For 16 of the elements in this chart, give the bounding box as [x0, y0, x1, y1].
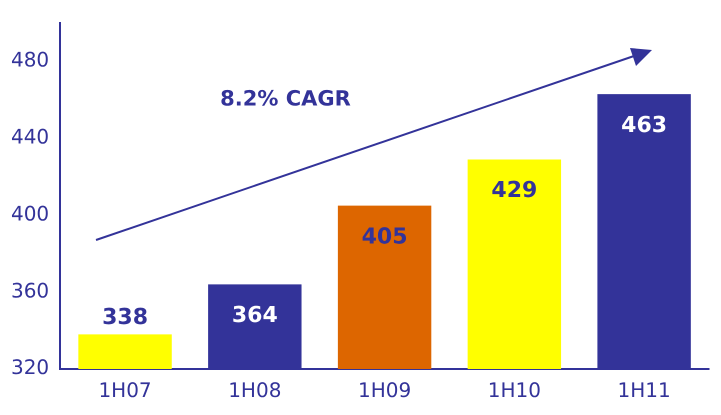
x-tick-label: 1H09: [358, 378, 412, 402]
data-label: 405: [362, 224, 408, 250]
x-tick-label: 1H07: [98, 378, 152, 402]
x-tick-label: 1H10: [488, 378, 541, 402]
data-label: 338: [102, 305, 148, 330]
y-tick-label: 480: [10, 48, 50, 72]
data-label: 429: [491, 178, 538, 204]
data-label: 463: [621, 112, 668, 138]
data-label: 364: [232, 303, 278, 328]
y-tick-label: 360: [10, 278, 50, 302]
x-tick-label: 1H11: [618, 378, 671, 402]
annotation: 8.2% CAGR: [220, 86, 351, 110]
y-tick-label: 440: [10, 124, 50, 149]
y-tick-label: 400: [10, 201, 50, 226]
x-tick-label: 1H08: [228, 378, 282, 402]
y-tick-label: 320: [10, 355, 50, 380]
